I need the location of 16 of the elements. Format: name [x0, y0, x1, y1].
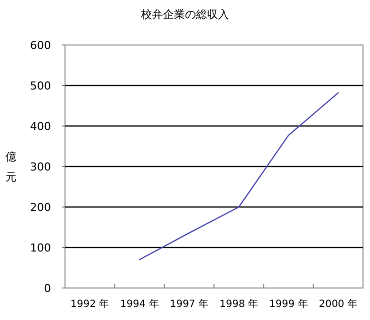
x-tick-label: 2000 年	[318, 298, 358, 310]
y-tick-label: 100	[30, 242, 51, 254]
x-tick-label: 1994 年	[120, 298, 159, 310]
line-series	[138, 92, 339, 260]
chart-title: 校弁企業の総収入	[140, 8, 229, 21]
x-tick-label: 1999 年	[269, 298, 308, 310]
y-tick-label: 300	[30, 160, 51, 174]
y-tick-label: 0	[44, 282, 51, 295]
y-tick-label: 400	[30, 120, 51, 133]
x-tick-label: 1992 年	[70, 298, 110, 310]
y-tick-label: 200	[30, 201, 51, 214]
x-tick-label: 1998 年	[220, 298, 258, 310]
x-tick-label: 1997 年	[170, 298, 208, 310]
y-tick-label: 600	[30, 39, 51, 52]
y-tick-label: 500	[30, 80, 51, 92]
y-axis-title: 億元	[6, 150, 16, 184]
